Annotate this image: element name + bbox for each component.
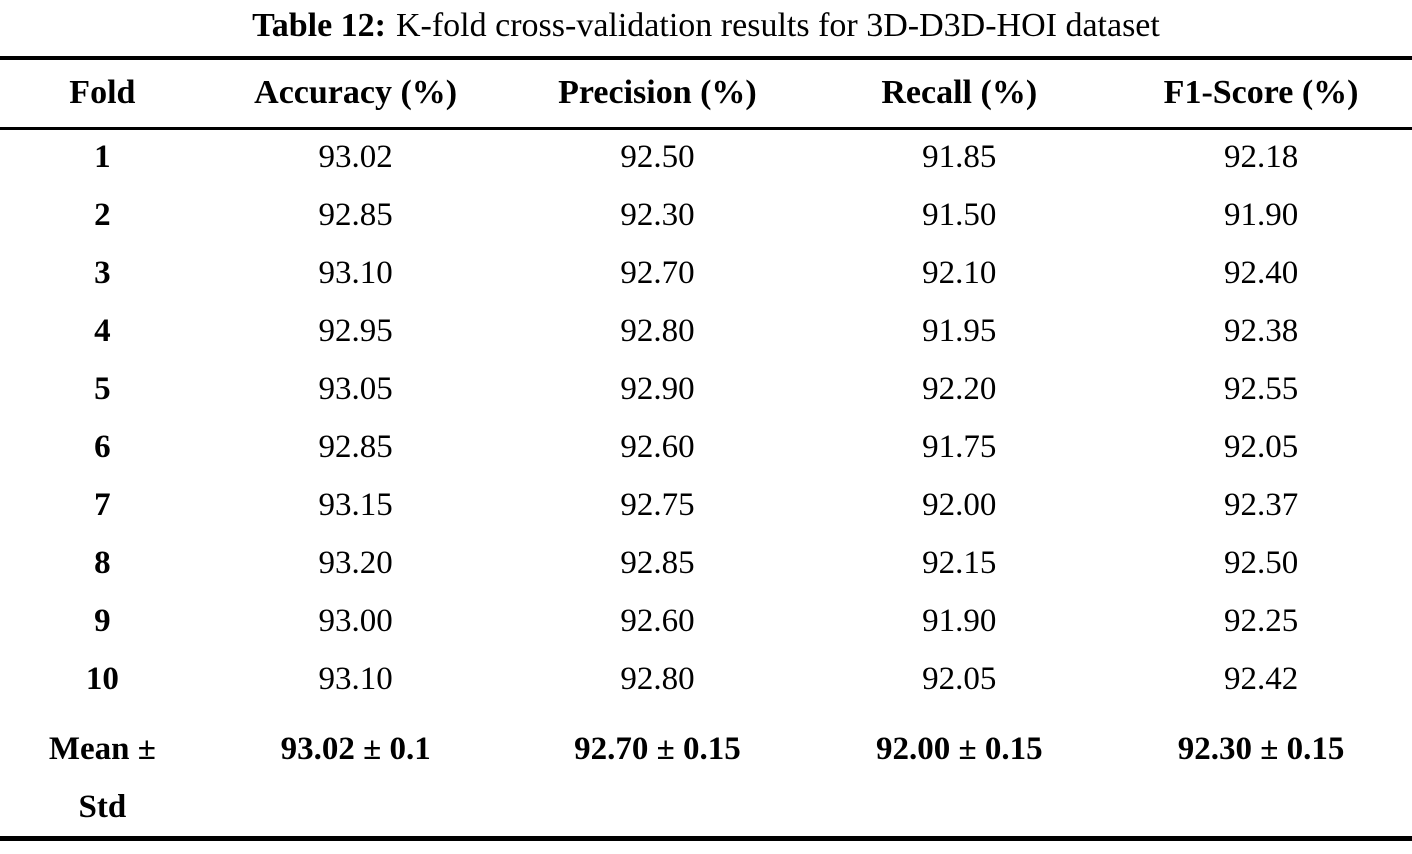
fold-cell: 5	[94, 370, 111, 407]
fold-cell: 10	[85, 660, 119, 697]
summary-label-cell: Mean ± Std	[0, 708, 205, 839]
kfold-results-table: Fold Accuracy (%) Precision (%) Recall (…	[0, 56, 1412, 841]
value-cell: 92.85	[620, 544, 695, 581]
value-cell: 93.20	[318, 544, 393, 581]
col-header-accuracy: Accuracy (%)	[204, 58, 507, 130]
value-cell: 92.18	[1223, 139, 1299, 176]
value-cell: 92.50	[1223, 544, 1299, 581]
col-header-f1score: F1-Score (%)	[1110, 58, 1412, 130]
value-cell: 93.15	[318, 486, 393, 523]
col-header-precision: Precision (%)	[506, 58, 809, 130]
value-cell: 92.30	[620, 196, 695, 233]
value-cell: 92.55	[1223, 370, 1299, 407]
fold-cell: 6	[94, 428, 111, 465]
value-cell: 92.38	[1223, 312, 1299, 349]
table-row: 9 93.00 92.60 91.90 92.25	[0, 592, 1412, 650]
table-row: 3 93.10 92.70 92.10 92.40	[0, 244, 1412, 302]
value-cell: 91.50	[922, 196, 997, 233]
summary-row: Mean ± Std 93.02 ± 0.1 92.70 ± 0.15 92.0…	[0, 708, 1412, 839]
value-cell: 92.85	[318, 196, 393, 233]
value-cell: 93.05	[318, 370, 393, 407]
caption-text: K-fold cross-validation results for 3D-D…	[395, 7, 1160, 44]
table-caption: Table 12: K-fold cross-validation results…	[0, 0, 1412, 52]
value-cell: 93.10	[318, 660, 393, 697]
summary-f1score-cell: 92.30 ± 0.15	[1177, 731, 1345, 767]
value-cell: 92.80	[620, 312, 695, 349]
fold-cell: 2	[94, 196, 111, 233]
value-cell: 92.80	[620, 660, 695, 697]
summary-label-line2: Std	[78, 789, 127, 825]
col-header-recall: Recall (%)	[808, 58, 1111, 130]
value-cell: 92.75	[620, 486, 695, 523]
value-cell: 92.60	[620, 428, 695, 465]
value-cell: 92.60	[620, 602, 695, 639]
value-cell: 92.25	[1223, 602, 1299, 639]
table-row: 2 92.85 92.30 91.50 91.90	[0, 186, 1412, 244]
value-cell: 93.00	[318, 602, 393, 639]
value-cell: 92.50	[620, 139, 695, 176]
header-row: Fold Accuracy (%) Precision (%) Recall (…	[0, 58, 1412, 130]
value-cell: 92.10	[922, 254, 997, 291]
value-cell: 92.37	[1223, 486, 1299, 523]
caption-label: Table 12:	[252, 7, 386, 44]
fold-cell: 4	[94, 312, 111, 349]
value-cell: 91.85	[922, 139, 997, 176]
table-row: 1 93.02 92.50 91.85 92.18	[0, 128, 1412, 186]
table-row: 6 92.85 92.60 91.75 92.05	[0, 418, 1412, 476]
value-cell: 92.85	[318, 428, 393, 465]
value-cell: 92.05	[922, 660, 997, 697]
table-body: 1 93.02 92.50 91.85 92.18 2 92.85 92.30 91.50 91.…	[0, 128, 1412, 839]
value-cell: 92.20	[922, 370, 997, 407]
fold-cell: 1	[94, 139, 111, 176]
value-cell: 93.10	[318, 254, 393, 291]
table-row: 10 93.10 92.80 92.05 92.42	[0, 650, 1412, 708]
summary-precision-cell: 92.70 ± 0.15	[574, 731, 741, 767]
fold-cell: 8	[94, 544, 111, 581]
fold-cell: 3	[94, 254, 111, 291]
value-cell: 92.70	[620, 254, 695, 291]
summary-accuracy-cell: 93.02 ± 0.1	[280, 731, 431, 767]
col-header-fold: Fold	[0, 58, 205, 130]
value-cell: 91.90	[1223, 196, 1299, 233]
table-row: 7 93.15 92.75 92.00 92.37	[0, 476, 1412, 534]
value-cell: 92.40	[1223, 254, 1299, 291]
value-cell: 91.90	[922, 602, 997, 639]
table-row: 8 93.20 92.85 92.15 92.50	[0, 534, 1412, 592]
value-cell: 92.95	[318, 312, 393, 349]
value-cell: 92.42	[1223, 660, 1299, 697]
value-cell: 92.90	[620, 370, 695, 407]
summary-label-line1: Mean ±	[48, 731, 156, 767]
value-cell: 91.95	[922, 312, 997, 349]
value-cell: 91.75	[922, 428, 997, 465]
value-cell: 92.05	[1223, 428, 1299, 465]
value-cell: 93.02	[318, 139, 393, 176]
value-cell: 92.15	[922, 544, 997, 581]
fold-cell: 9	[94, 602, 111, 639]
value-cell: 92.00	[922, 486, 997, 523]
table-row: 4 92.95 92.80 91.95 92.38	[0, 302, 1412, 360]
table-row: 5 93.05 92.90 92.20 92.55	[0, 360, 1412, 418]
summary-recall-cell: 92.00 ± 0.15	[875, 731, 1043, 767]
fold-cell: 7	[94, 486, 111, 523]
